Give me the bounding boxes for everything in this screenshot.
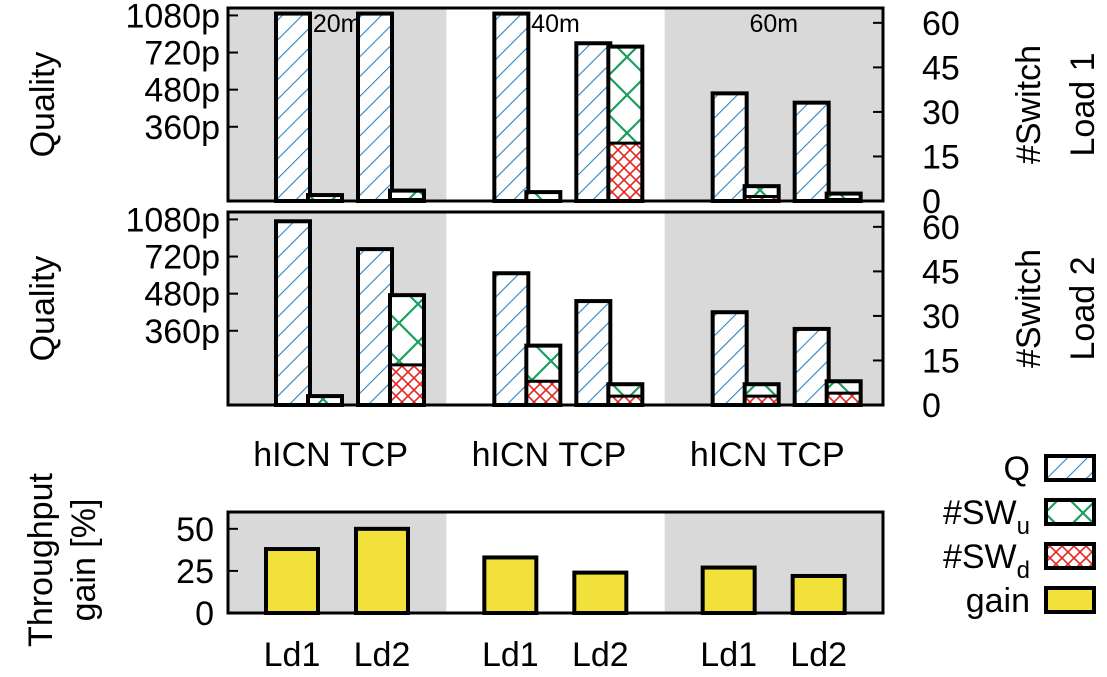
quality-tick-label: 360p	[144, 109, 220, 147]
group-shading	[228, 512, 447, 613]
quality-tick-label: 720p	[144, 239, 220, 277]
quality-tick-label: 360p	[144, 313, 220, 351]
gain-bar	[264, 547, 320, 615]
gain-axis-label-line1: Throughput	[22, 472, 60, 646]
quality-tick-label: 1080p	[125, 201, 220, 239]
panel-frame	[226, 210, 885, 407]
switch-down-bar	[608, 143, 643, 201]
quality-bar	[792, 100, 831, 203]
switch-down-bar	[608, 396, 643, 405]
quality-bar	[274, 11, 312, 204]
switch-up-bar	[308, 195, 342, 201]
switch-up-bar	[744, 186, 779, 197]
quality-bar	[492, 271, 531, 407]
gain-bar	[572, 570, 629, 615]
legend-label: Q	[1004, 450, 1030, 488]
load-label: Ld1	[482, 636, 539, 674]
legend-label: #SWu	[943, 494, 1030, 540]
quality-tick-label: 720p	[144, 35, 220, 73]
switch-up-bar	[390, 190, 424, 200]
switch-up-bar	[826, 381, 861, 394]
switch-tick-label: 45	[922, 253, 960, 291]
group-shading	[664, 8, 883, 201]
load-label: Ld1	[700, 636, 757, 674]
quality-axis-label: Quality	[24, 52, 62, 158]
quality-bar	[356, 11, 394, 204]
load-label: Ld2	[790, 636, 847, 674]
switch-down-bar	[390, 364, 424, 405]
load-panel-label: Load 1	[1064, 53, 1102, 157]
gain-bar	[700, 565, 757, 615]
gain-axis-label-line2: gain [%]	[65, 499, 103, 622]
quality-bar	[710, 91, 749, 203]
load-panel-label: Load 2	[1064, 257, 1102, 361]
quality-bar	[574, 299, 613, 408]
gain-panel-frame	[226, 510, 885, 615]
switch-up-bar	[526, 192, 561, 201]
quality-bar	[492, 11, 531, 204]
panel-frame	[226, 6, 885, 203]
switch-up-bar	[826, 193, 861, 200]
switch-up-bar	[390, 295, 424, 365]
gain-bar	[354, 526, 410, 615]
group-shading	[664, 212, 883, 405]
legend-swatch-sw-down	[1044, 542, 1096, 570]
group-distance-label: 40m	[531, 10, 580, 38]
load-label: Ld2	[572, 636, 629, 674]
switch-tick-label: 30	[922, 298, 960, 336]
quality-axis-label: Quality	[24, 256, 62, 362]
group-distance-label: 60m	[750, 10, 799, 38]
switch-axis-label: #Switch	[1010, 45, 1048, 164]
quality-tick-label: 480p	[144, 276, 220, 314]
gain-bar	[482, 555, 539, 616]
load-label: Ld2	[354, 636, 411, 674]
protocol-label: TCP	[340, 436, 408, 474]
switch-tick-label: 0	[922, 387, 941, 425]
switch-tick-label: 45	[922, 49, 960, 87]
switch-tick-label: 60	[922, 209, 960, 247]
quality-bar	[792, 326, 831, 407]
quality-bar	[274, 219, 312, 407]
group-shading	[228, 8, 447, 201]
gain-bar	[790, 573, 847, 616]
protocol-label: TCP	[558, 436, 626, 474]
load-label: Ld1	[264, 636, 321, 674]
switch-tick-label: 60	[922, 5, 960, 43]
legend-label: gain	[966, 582, 1030, 620]
switch-tick-label: 15	[922, 138, 960, 176]
switch-down-bar	[526, 381, 561, 405]
protocol-label: hICN	[253, 436, 330, 474]
gain-tick-label: 25	[176, 553, 214, 591]
switch-up-bar	[308, 396, 342, 405]
quality-tick-label: 1080p	[125, 0, 220, 35]
switch-tick-label: 30	[922, 94, 960, 132]
legend-swatch-sw-up	[1044, 498, 1096, 526]
switch-tick-label: 15	[922, 342, 960, 380]
switch-axis-label: #Switch	[1010, 249, 1048, 368]
gain-tick-label: 50	[176, 511, 214, 549]
legend-swatch-gain	[1044, 586, 1096, 614]
switch-up-bar	[526, 345, 561, 382]
group-shading	[664, 512, 883, 613]
protocol-label: hICN	[690, 436, 767, 474]
switch-down-bar	[826, 393, 861, 405]
switch-down-bar	[744, 396, 779, 405]
legend-label: #SWd	[943, 538, 1030, 584]
protocol-label: TCP	[777, 436, 845, 474]
switch-up-bar	[608, 46, 643, 144]
legend-swatch-q	[1044, 454, 1096, 482]
quality-bar	[356, 247, 394, 407]
switch-up-bar	[744, 384, 779, 397]
switch-down-bar	[744, 196, 779, 201]
group-distance-label: 20m	[313, 10, 362, 38]
quality-bar	[574, 41, 613, 204]
gain-tick-label: 0	[195, 595, 214, 633]
protocol-label: hICN	[472, 436, 549, 474]
quality-bar	[710, 310, 749, 408]
switch-up-bar	[608, 384, 643, 397]
switch-tick-label: 0	[922, 183, 941, 221]
quality-tick-label: 480p	[144, 72, 220, 110]
